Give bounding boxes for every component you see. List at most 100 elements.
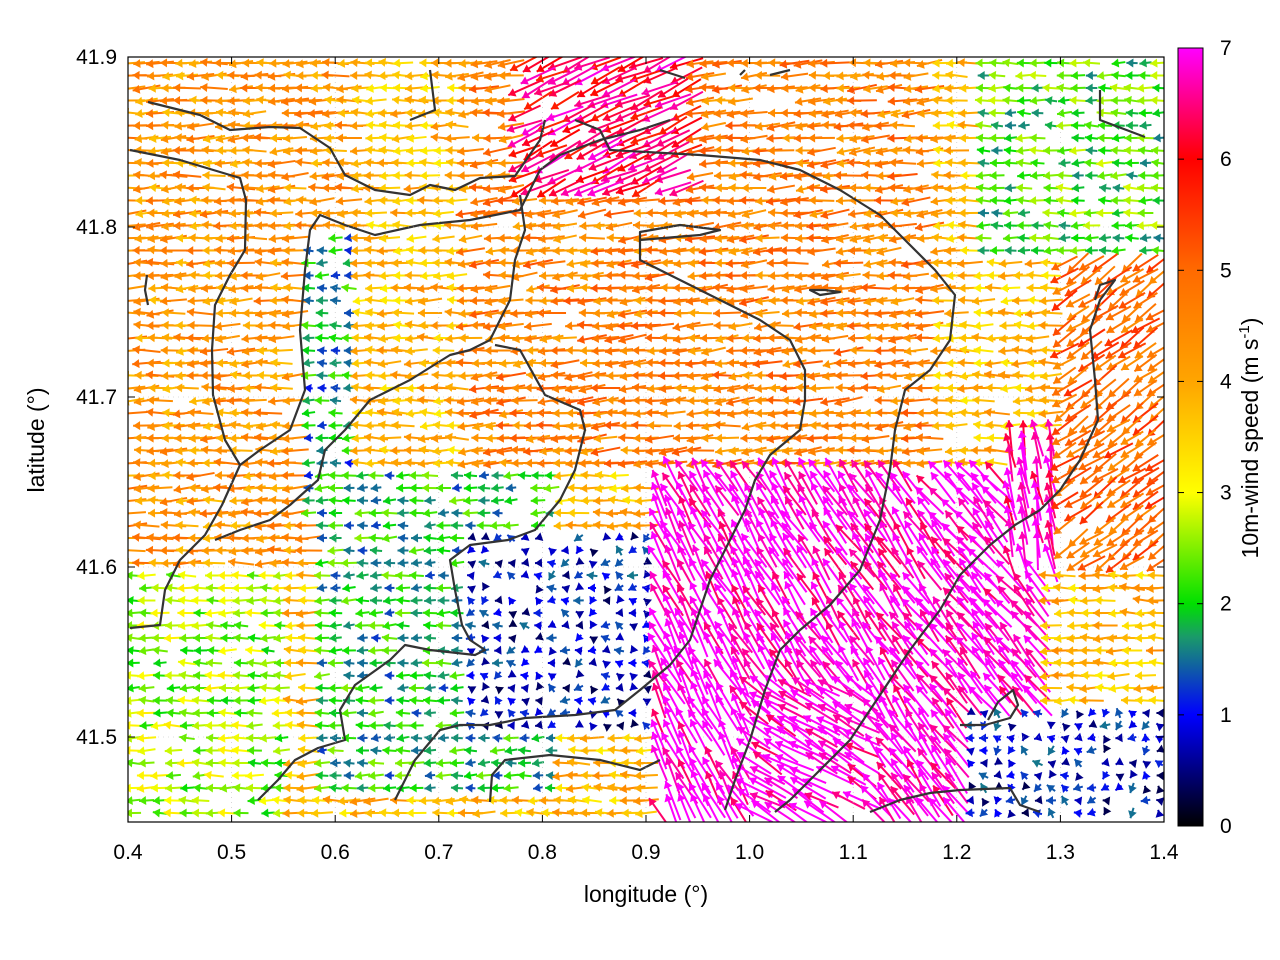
wind-arrow [128,285,146,294]
wind-arrow [496,396,526,407]
wind-arrow [328,333,343,343]
wind-arrow [1115,720,1124,731]
wind-arrow [1101,757,1110,767]
wind-arrow [493,607,502,617]
wind-arrow [669,57,704,71]
wind-arrow [977,158,990,168]
wind-arrow [328,683,343,693]
wind-arrow [484,284,511,294]
wind-arrow [507,669,517,679]
wind-arrow [179,633,195,643]
wind-arrow [417,308,443,318]
wind-arrow [314,596,330,606]
wind-arrow [1044,121,1058,131]
wind-arrow [521,720,530,729]
wind-arrow [822,359,848,369]
wind-arrow [559,695,571,705]
wind-arrow [603,723,612,732]
wind-arrow [1086,795,1097,805]
wind-arrow [1141,745,1151,756]
wind-arrow [218,646,237,656]
wind-arrow [296,771,321,781]
wind-arrow [614,558,624,568]
wind-arrow [806,159,837,169]
wind-arrow [315,558,329,568]
wind-arrow [1150,58,1164,68]
wind-arrow [552,209,578,219]
wind-arrow [1142,760,1152,769]
wind-arrow [384,608,395,618]
wind-arrow [344,458,354,468]
wind-arrow [367,758,385,768]
wind-arrow [561,545,569,555]
wind-arrow [1047,807,1056,819]
wind-arrow [536,308,567,318]
wind-arrow [481,532,490,541]
wind-arrow [741,209,767,219]
wind-arrow [273,683,290,693]
wind-arrow [424,783,436,793]
wind-arrow [1140,795,1151,805]
wind-arrow [470,209,498,219]
wind-arrow [477,483,491,493]
wind-arrow [793,209,823,219]
wind-arrow [357,633,368,643]
wind-arrow [712,308,742,318]
wind-arrow [202,182,226,192]
wind-arrow [135,96,158,106]
wind-arrow [903,271,929,281]
wind-arrow [833,258,864,268]
wind-arrow [403,432,430,442]
wind-arrow [1150,95,1164,105]
wind-arrow [397,683,409,693]
wind-arrow [128,522,148,528]
wind-arrow [700,121,727,132]
wind-arrow [153,708,167,718]
wind-arrow [587,140,624,161]
wind-arrow [357,483,368,493]
wind-arrow [341,283,357,293]
wind-arrow [647,420,672,430]
wind-arrow [317,383,327,393]
wind-arrow [245,645,264,655]
wind-arrow [862,222,889,232]
y-tick-label: 41.5 [76,726,117,749]
wind-arrow [779,59,810,69]
wind-arrow [1115,773,1125,782]
wind-arrow [132,221,161,232]
wind-arrow [753,172,782,182]
wind-arrow [497,184,525,194]
wind-arrow [628,708,637,718]
wind-arrow [309,171,335,181]
wind-arrow [593,409,618,419]
wind-arrow [424,595,436,605]
wind-arrow [565,197,592,206]
wind-arrow [450,783,464,793]
wind-arrow [988,83,1006,93]
wind-arrow [567,508,590,518]
wind-arrow [781,83,808,93]
wind-arrow [753,221,782,232]
wind-arrow [444,133,470,143]
wind-arrow [377,108,402,118]
wind-arrow [958,195,982,205]
wind-arrow [1098,233,1112,243]
wind-arrow [1114,707,1124,719]
wind-arrow [1099,720,1111,730]
wind-arrow [740,134,768,144]
wind-arrow [860,109,891,119]
wind-arrow [1073,747,1083,756]
wind-arrow [547,619,557,629]
wind-arrow [152,645,168,655]
wind-arrow [520,570,530,579]
colorbar-tick-label: 1 [1220,704,1232,727]
wind-arrow [481,582,490,591]
wind-arrow [424,520,436,530]
wind-arrow [1151,158,1164,168]
wind-arrow [629,672,639,682]
wind-arrow [450,471,464,481]
wind-arrow [150,608,170,618]
wind-arrow [247,633,262,643]
wind-arrow [137,596,156,606]
wind-arrow [530,508,546,518]
